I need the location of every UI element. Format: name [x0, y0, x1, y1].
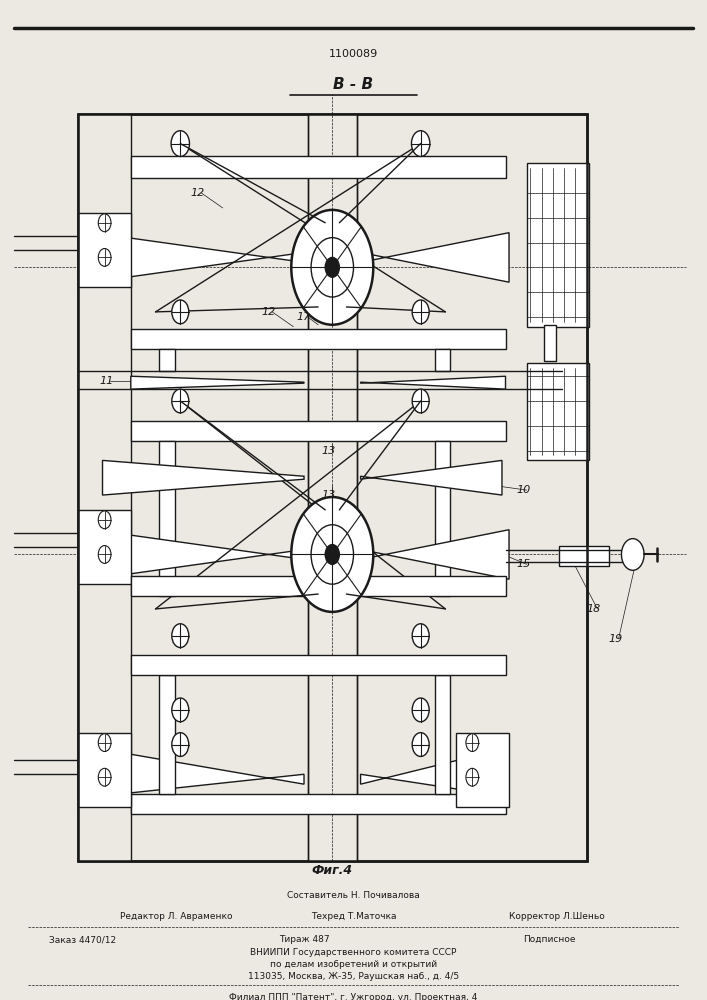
Circle shape: [621, 539, 644, 570]
Bar: [527, 363, 589, 460]
Polygon shape: [92, 530, 304, 579]
Polygon shape: [131, 376, 304, 389]
Text: Заказ 4470/12: Заказ 4470/12: [49, 935, 117, 944]
Bar: [435, 441, 450, 596]
Circle shape: [311, 525, 354, 584]
Text: Корректор Л.Шеньо: Корректор Л.Шеньо: [509, 912, 604, 921]
Bar: [544, 325, 556, 361]
Circle shape: [98, 214, 111, 232]
Circle shape: [412, 300, 429, 324]
Circle shape: [412, 624, 429, 648]
Circle shape: [466, 734, 479, 751]
Bar: [78, 114, 587, 861]
Text: Подписное: Подписное: [523, 935, 575, 944]
Text: по делам изобретений и открытий: по делам изобретений и открытий: [270, 960, 437, 969]
Polygon shape: [361, 376, 506, 389]
Bar: [131, 156, 506, 178]
Bar: [78, 510, 131, 584]
Text: 1100089: 1100089: [329, 49, 378, 59]
Polygon shape: [361, 748, 509, 797]
Bar: [159, 349, 175, 371]
Circle shape: [172, 389, 189, 413]
Text: Техред Т.Маточка: Техред Т.Маточка: [311, 912, 397, 921]
Polygon shape: [103, 460, 304, 495]
Circle shape: [325, 545, 339, 564]
Bar: [131, 794, 506, 814]
Bar: [78, 114, 587, 861]
Text: 12: 12: [262, 307, 276, 317]
Text: 18: 18: [587, 604, 601, 614]
Text: 14: 14: [566, 233, 580, 243]
Text: Редактор Л. Авраменко: Редактор Л. Авраменко: [120, 912, 233, 921]
Circle shape: [412, 733, 429, 756]
Text: 17: 17: [297, 312, 311, 322]
Bar: [527, 163, 589, 327]
Bar: [131, 421, 506, 441]
Text: 19: 19: [608, 634, 622, 644]
Bar: [435, 675, 450, 794]
Circle shape: [291, 210, 373, 325]
Polygon shape: [92, 748, 304, 797]
Bar: [159, 675, 175, 794]
Text: B - B: B - B: [334, 77, 373, 92]
Bar: [131, 576, 506, 596]
Text: 16: 16: [173, 584, 187, 594]
Text: Тираж 487: Тираж 487: [279, 935, 329, 944]
Text: Филиал ППП "Патент", г. Ужгород, ул. Проектная, 4: Филиал ППП "Патент", г. Ужгород, ул. Про…: [229, 993, 478, 1000]
Text: 15: 15: [516, 559, 530, 569]
Bar: [308, 114, 357, 861]
Text: 12: 12: [191, 188, 205, 198]
Text: 11: 11: [99, 376, 113, 386]
Polygon shape: [92, 233, 304, 282]
Text: 13: 13: [322, 446, 336, 456]
Circle shape: [466, 768, 479, 786]
Circle shape: [412, 698, 429, 722]
Circle shape: [98, 511, 111, 529]
Polygon shape: [361, 530, 509, 579]
Circle shape: [411, 131, 430, 156]
Circle shape: [172, 624, 189, 648]
Circle shape: [172, 733, 189, 756]
Bar: [78, 114, 131, 861]
Circle shape: [98, 546, 111, 563]
Circle shape: [412, 389, 429, 413]
Bar: [131, 655, 506, 675]
Text: 13: 13: [322, 490, 336, 500]
Bar: [78, 213, 131, 287]
Circle shape: [172, 698, 189, 722]
Bar: [159, 441, 175, 596]
Circle shape: [98, 768, 111, 786]
Circle shape: [98, 734, 111, 751]
Bar: [456, 733, 509, 807]
Polygon shape: [361, 460, 502, 495]
Bar: [78, 733, 131, 807]
Circle shape: [171, 131, 189, 156]
Text: 113035, Москва, Ж-35, Раушская наб., д. 4/5: 113035, Москва, Ж-35, Раушская наб., д. …: [248, 972, 459, 981]
Text: ВНИИПИ Государственного комитета СССР: ВНИИПИ Государственного комитета СССР: [250, 948, 457, 957]
Bar: [435, 349, 450, 371]
Text: Фиг.4: Фиг.4: [312, 864, 353, 877]
Circle shape: [311, 238, 354, 297]
Bar: [131, 329, 506, 349]
Polygon shape: [361, 233, 509, 282]
Bar: [559, 546, 609, 566]
Circle shape: [325, 257, 339, 277]
Circle shape: [98, 249, 111, 266]
Text: Составитель Н. Почивалова: Составитель Н. Почивалова: [287, 891, 420, 900]
Text: 10: 10: [516, 485, 530, 495]
Circle shape: [172, 300, 189, 324]
Circle shape: [291, 497, 373, 612]
